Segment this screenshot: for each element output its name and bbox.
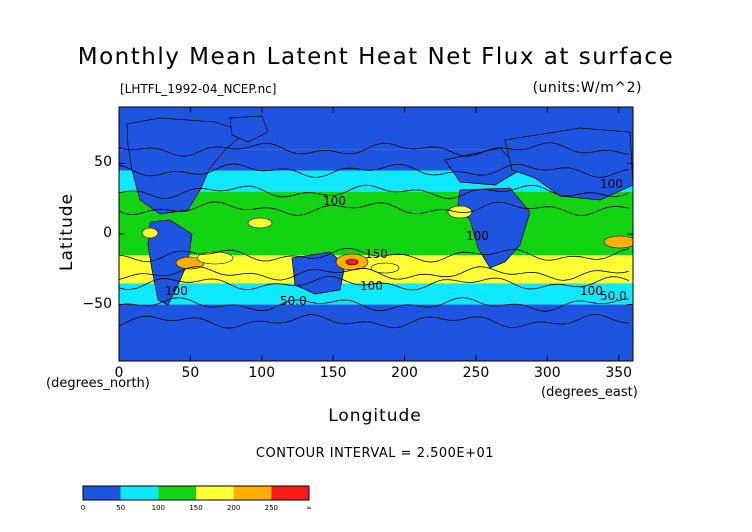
warm-patch <box>196 251 234 265</box>
colorbar-swatch <box>158 486 196 500</box>
contour-interval: CONTOUR INTERVAL = 2.500E+01 <box>255 446 495 461</box>
colorbar-label: 200 <box>227 504 240 512</box>
y-tick-label: −50 <box>82 295 112 312</box>
x-tick-label: 100 <box>248 365 276 381</box>
warm-patch <box>345 258 359 266</box>
colorbar-swatch <box>83 486 121 500</box>
colorbar-label: 50 <box>116 504 125 512</box>
y-tick-label: 50 <box>94 154 112 171</box>
file-name: [LHTFL_1992-04_NCEP.nc] <box>120 82 277 96</box>
colorbar-swatch <box>233 486 272 500</box>
contour-line <box>119 266 630 281</box>
y-unit-label: (degrees_north) <box>46 376 150 391</box>
contour-line <box>119 297 630 312</box>
latitude-band <box>119 283 633 305</box>
contour-line <box>119 184 630 200</box>
contour-label: 100 <box>360 279 383 293</box>
colorbar-label: ∞ <box>306 504 312 512</box>
contour-line <box>119 247 630 263</box>
contour-label: 50.0 <box>600 289 627 303</box>
x-tick-label: 350 <box>605 365 633 381</box>
latitude-band <box>119 304 633 361</box>
y-tick-label: 0 <box>103 225 112 241</box>
colorbar-swatch <box>271 486 309 500</box>
plot-field <box>119 107 633 361</box>
colorbar-swatch <box>196 486 234 500</box>
x-tick-label: 250 <box>462 365 490 381</box>
land-europe <box>444 147 521 186</box>
x-tick-label: 300 <box>533 365 561 381</box>
warm-patch <box>603 235 633 249</box>
x-tick-label: 50 <box>181 365 200 381</box>
x-tick-label: 150 <box>319 365 347 381</box>
contour-label: 150 <box>365 247 388 261</box>
contour-label: 100 <box>165 284 188 298</box>
x-tick-label: 200 <box>391 365 418 381</box>
x-unit-label: (degrees_east) <box>541 385 638 400</box>
contour-line <box>119 142 630 157</box>
land-asia <box>504 127 633 201</box>
contour-line <box>119 201 630 217</box>
contour-label: 100 <box>466 229 489 243</box>
land-south-america <box>147 219 193 306</box>
contour-label: 100 <box>580 284 603 298</box>
units-label: (units:W/m^2) <box>532 80 642 96</box>
warm-patch <box>141 227 159 239</box>
colorbar-frame <box>82 485 310 501</box>
chart-title: Monthly Mean Latent Heat Net Flux at sur… <box>77 44 675 70</box>
contour-label: 50.0 <box>280 294 307 308</box>
colorbar-label: 100 <box>152 504 165 512</box>
contour-line <box>119 275 630 291</box>
contour-line <box>119 163 630 178</box>
land-greenland <box>229 115 269 143</box>
warm-patch <box>370 262 400 274</box>
x-tick-label: 0 <box>114 365 124 381</box>
contour-label: 100 <box>600 177 623 191</box>
contour-line <box>119 314 630 329</box>
colorbar-label: 0 <box>81 504 85 512</box>
colorbar-label: 250 <box>265 504 278 512</box>
x-axis-label: Longitude <box>328 406 422 426</box>
contour-label: 100 <box>323 194 346 208</box>
warm-patch <box>247 217 273 229</box>
y-axis-label: Latitude <box>57 193 77 271</box>
latitude-band <box>119 191 633 256</box>
colorbar-label: 150 <box>189 504 202 512</box>
colorbar-swatch <box>120 486 159 500</box>
land-australia <box>291 251 346 295</box>
